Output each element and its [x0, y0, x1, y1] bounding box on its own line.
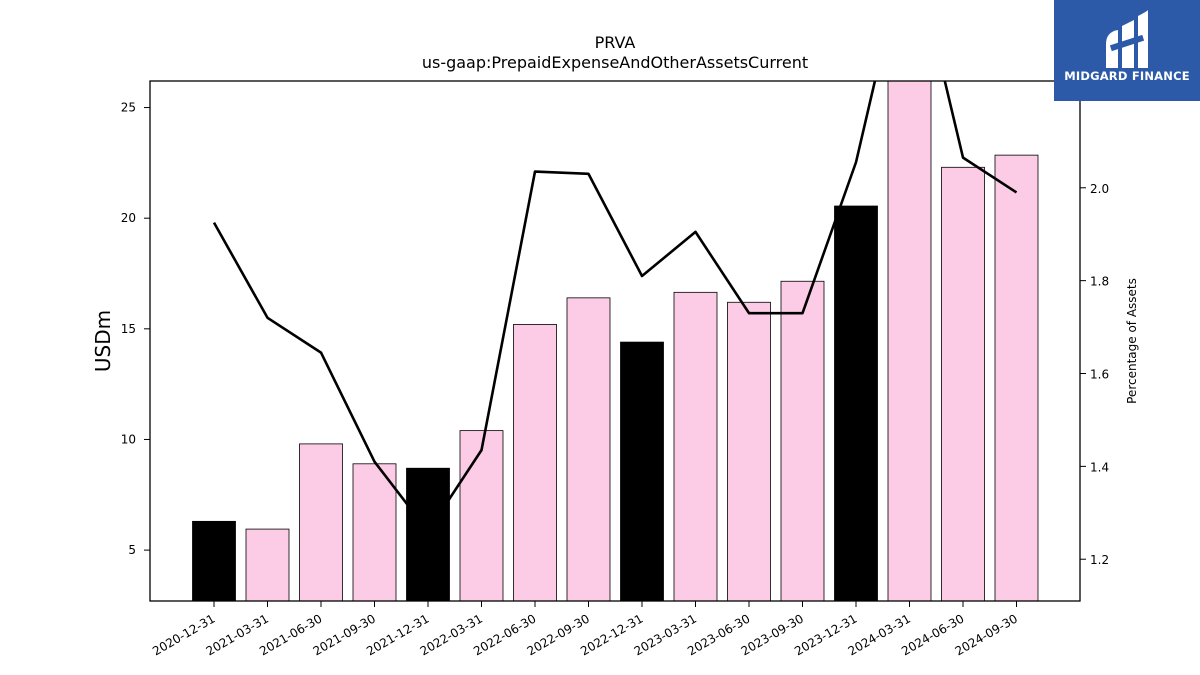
chart-title: PRVA: [595, 33, 636, 52]
y-tick-label: 25: [121, 101, 136, 115]
bar-2023-06-30: [727, 301, 771, 601]
y-tick-label: 20: [121, 211, 136, 225]
chart-subtitle: us-gaap:PrepaidExpenseAndOtherAssetsCurr…: [422, 53, 808, 72]
y-tick-label: 5: [128, 543, 136, 557]
line-series-group: [212, 81, 1018, 533]
midgard-logo-icon: [1106, 10, 1148, 68]
bar-2021-09-30: [352, 463, 397, 601]
y2-tick-label: 1.8: [1090, 275, 1109, 289]
bar-2022-09-30: [566, 297, 611, 601]
bar-2020-12-31: [192, 520, 236, 601]
bar-2021-12-31: [406, 467, 450, 601]
y2-tick-label: 2.0: [1090, 182, 1109, 196]
percentage-line: [212, 81, 1018, 533]
bar-2021-06-30: [299, 443, 343, 601]
y2-tick-label: 1.2: [1090, 553, 1109, 567]
y-tick-label: 15: [121, 322, 136, 336]
bar-2024-09-30: [994, 154, 1039, 601]
bar-2023-09-30: [780, 280, 825, 601]
logo-text: MIDGARD FINANCE: [1064, 69, 1190, 83]
bar-2022-06-30: [513, 324, 557, 601]
bar-2022-03-31: [459, 430, 504, 601]
y-tick-label: 10: [121, 432, 136, 446]
bar-2022-12-31: [620, 341, 664, 601]
plot-frame: [149, 80, 1081, 602]
y2-axis-label: Percentage of Assets: [1125, 278, 1139, 404]
bar-2023-12-31: [834, 205, 878, 601]
bars-group: [192, 81, 1039, 601]
bar-2021-03-31: [245, 528, 290, 601]
bar-2023-03-31: [673, 291, 718, 601]
midgard-finance-logo: MIDGARD FINANCE: [1054, 0, 1200, 101]
bar-2024-03-31: [887, 81, 932, 601]
y-axis-label: USDm: [91, 310, 115, 372]
y2-tick-label: 1.4: [1090, 460, 1109, 474]
bar-2024-06-30: [941, 166, 985, 601]
y2-tick-label: 1.6: [1090, 368, 1109, 382]
